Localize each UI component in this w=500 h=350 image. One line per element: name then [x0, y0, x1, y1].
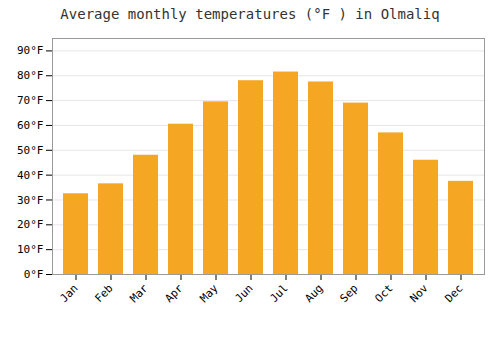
- svg-text:90°F: 90°F: [17, 44, 44, 57]
- svg-text:10°F: 10°F: [17, 243, 44, 256]
- svg-text:Nov: Nov: [407, 281, 431, 305]
- svg-text:Jan: Jan: [57, 282, 80, 305]
- svg-text:30°F: 30°F: [17, 193, 44, 206]
- svg-text:60°F: 60°F: [17, 119, 44, 132]
- svg-text:Jun: Jun: [232, 282, 255, 305]
- html-text:Average monthly temperatures (: Average monthly temperatures (°F ) in Ol…: [60, 6, 440, 22]
- svg-text:Apr: Apr: [162, 281, 186, 305]
- svg-text:50°F: 50°F: [17, 144, 44, 157]
- svg-text:Oct: Oct: [372, 282, 395, 305]
- svg-text:Jul: Jul: [267, 282, 290, 305]
- svg-text:Aug: Aug: [302, 282, 325, 305]
- svg-text:40°F: 40°F: [17, 169, 44, 182]
- svg-text:70°F: 70°F: [17, 94, 44, 107]
- svg-text:May: May: [197, 281, 221, 305]
- svg-text:Mar: Mar: [127, 281, 151, 305]
- svg-text:Feb: Feb: [92, 282, 115, 305]
- svg-text:80°F: 80°F: [17, 69, 44, 82]
- svg-text:0°F: 0°F: [24, 268, 44, 281]
- svg-text:Dec: Dec: [442, 282, 465, 305]
- svg-text:Sep: Sep: [337, 282, 360, 305]
- svg-text:20°F: 20°F: [17, 218, 44, 231]
